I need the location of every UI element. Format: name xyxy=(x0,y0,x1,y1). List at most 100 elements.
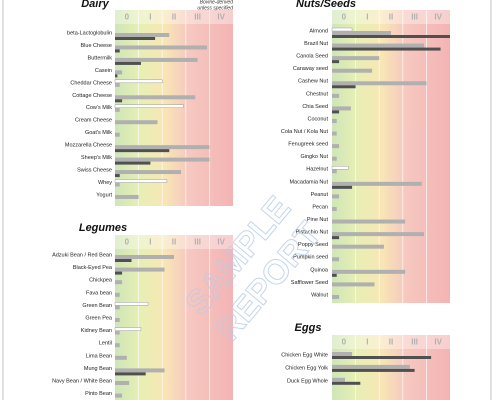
row-label: Sheep's Milk xyxy=(81,155,112,161)
row-label: Chicken Egg Yolk xyxy=(285,365,328,371)
bar xyxy=(115,49,120,53)
row-label: Whey xyxy=(98,180,112,186)
row-label: Pumpkin seed xyxy=(293,255,328,261)
bar xyxy=(115,194,139,199)
row-label: beta-Lactoglobulin xyxy=(67,30,112,36)
bar xyxy=(115,37,156,40)
bar xyxy=(115,33,170,37)
x-tick-label: I xyxy=(366,13,368,22)
row-label: Poppy Seed xyxy=(298,242,328,248)
bar xyxy=(115,368,165,373)
row-label: Quinoa xyxy=(310,267,329,273)
bar xyxy=(115,170,182,175)
bar xyxy=(115,132,120,137)
row-label: Hazelnut xyxy=(306,167,328,173)
bar xyxy=(332,68,373,73)
row-label: Almond xyxy=(309,28,328,34)
bar xyxy=(114,79,163,84)
bar xyxy=(332,364,410,369)
bar xyxy=(331,27,353,32)
x-tick-label: IV xyxy=(434,338,442,347)
row-label: Gingko Nut xyxy=(300,154,328,160)
x-tick-label: III xyxy=(194,13,201,22)
row-label: Pinto Bean xyxy=(85,391,112,397)
row-label: Peanut xyxy=(311,192,329,198)
row-label: Caraway seed xyxy=(293,66,328,72)
bar xyxy=(114,179,168,183)
bar xyxy=(332,185,353,189)
bar xyxy=(332,110,340,114)
bar xyxy=(115,74,118,78)
row-label: Pecan xyxy=(312,204,328,210)
x-tick-label: I xyxy=(366,338,368,347)
x-tick-label: II xyxy=(172,13,176,22)
x-tick-label: III xyxy=(411,13,418,22)
row-label: Duck Egg Whole xyxy=(287,378,328,384)
row-label: Chestnut xyxy=(306,91,328,97)
bar xyxy=(115,330,120,335)
row-label: Cashew Nut xyxy=(298,79,328,85)
bar xyxy=(332,352,353,356)
bar xyxy=(115,292,120,297)
row-label: Yogurt xyxy=(96,192,112,198)
row-label: Cola Nut / Kola Nut xyxy=(281,129,329,135)
bar xyxy=(115,161,151,165)
bar xyxy=(115,61,141,65)
bar xyxy=(332,156,337,161)
bar xyxy=(115,305,120,310)
row-label: Buttermilk xyxy=(88,55,113,61)
row-label: Pistachio Nut xyxy=(296,230,329,236)
bar xyxy=(332,244,384,249)
bar xyxy=(332,131,337,136)
row-label: Lentil xyxy=(99,341,112,347)
row-label: Mozzarella Cheese xyxy=(65,143,112,149)
bar xyxy=(332,31,391,35)
bar xyxy=(332,368,415,372)
x-tick-label: II xyxy=(389,13,393,22)
bar xyxy=(115,99,123,103)
bar xyxy=(331,166,349,170)
bar xyxy=(332,206,337,211)
row-label: Swiss Cheese xyxy=(77,168,112,174)
chart-title: Nuts/Seeds xyxy=(296,0,356,10)
row-label: Pine Nut xyxy=(307,217,329,223)
x-tick-label: I xyxy=(149,13,151,22)
x-tick-label: 0 xyxy=(125,13,130,22)
bar xyxy=(332,56,380,61)
bar xyxy=(115,182,120,187)
bar xyxy=(332,381,361,385)
row-label: Chia Seed xyxy=(302,104,328,110)
chart-title: Eggs xyxy=(295,322,322,334)
bar xyxy=(115,70,123,75)
row-label: Macadamia Nut xyxy=(289,179,328,185)
row-label: Fava bean xyxy=(86,290,112,296)
x-tick-label: 0 xyxy=(125,238,130,247)
bar xyxy=(332,43,425,48)
header-band xyxy=(115,235,233,249)
row-label: Cottage Cheese xyxy=(72,93,112,99)
row-label: Cow's Milk xyxy=(86,105,112,111)
x-tick-label: IV xyxy=(217,13,225,22)
bar xyxy=(115,145,210,150)
bar xyxy=(115,107,120,112)
bar xyxy=(115,57,198,62)
bar xyxy=(332,106,351,111)
chart-title: Dairy xyxy=(81,0,109,10)
row-label: Navy Bean / White Bean xyxy=(52,378,112,384)
row-label: Chicken Egg White xyxy=(281,352,328,358)
row-label: Casein xyxy=(95,68,112,74)
bar xyxy=(115,120,158,125)
bar xyxy=(332,93,340,98)
bar xyxy=(115,157,210,162)
x-tick-label: III xyxy=(194,238,201,247)
row-label: Goat's Milk xyxy=(85,130,112,136)
bar xyxy=(114,327,142,331)
bar xyxy=(115,280,123,285)
bar xyxy=(332,35,450,38)
x-tick-label: III xyxy=(411,338,418,347)
bar xyxy=(115,45,208,50)
header-band xyxy=(332,10,450,24)
bar xyxy=(115,381,130,385)
bar xyxy=(115,372,146,376)
